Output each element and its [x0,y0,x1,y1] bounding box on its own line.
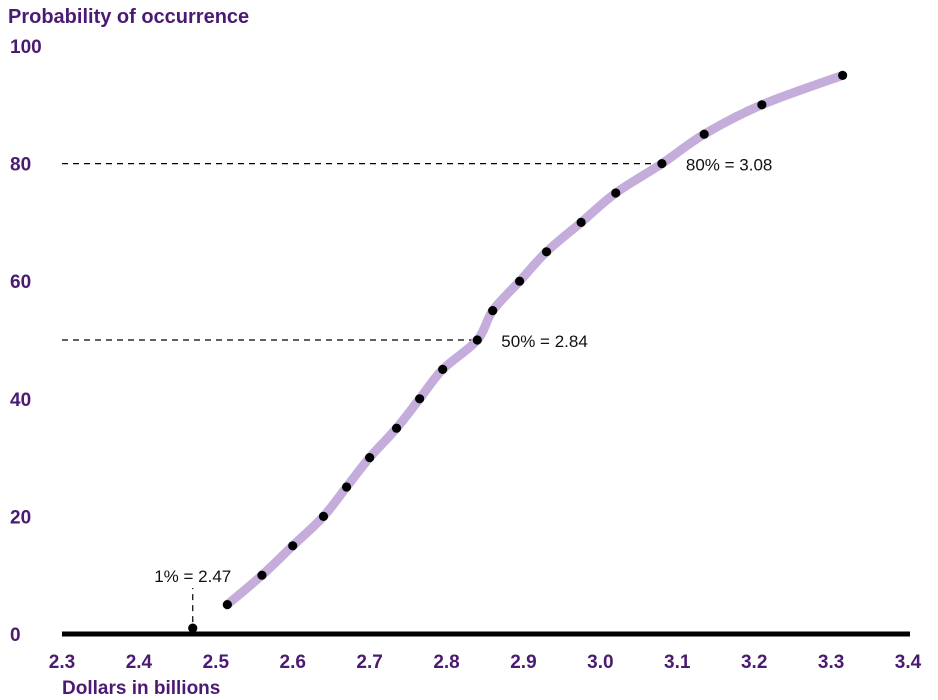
x-tick-labels: 2.3 2.4 2.5 2.6 2.7 2.8 2.9 3.0 3.1 3.2 3.3 3.4 [49,652,922,673]
data-point [472,335,482,345]
x-tick-label: 3.2 [741,652,767,673]
x-tick-label: 3.4 [895,652,922,673]
data-point [365,453,375,463]
annotation-label: 50% = 2.84 [501,332,588,351]
x-tick-label: 2.4 [126,652,153,673]
data-point [318,511,329,521]
y-tick-label: 100 [10,37,42,58]
y-axis-title: Probability of occurrence [8,6,250,28]
x-tick-label: 2.9 [510,652,536,673]
annotation-label: 80% = 3.08 [686,156,773,175]
x-tick-label: 3.1 [664,652,691,673]
x-tick-label: 3.0 [587,652,613,673]
data-point [438,364,448,374]
y-tick-label: 20 [10,507,31,528]
x-tick-label: 2.5 [203,652,230,673]
data-point [488,306,498,316]
y-tick-label: 60 [10,272,31,293]
data-point [391,423,402,433]
data-point [257,570,267,580]
data-point [576,217,586,227]
x-tick-label: 2.3 [49,652,75,673]
guide-lines [62,163,662,623]
annotation-label: 1% = 2.47 [154,567,231,586]
data-point [222,600,232,610]
x-tick-label: 2.8 [433,652,459,673]
x-axis-title: Dollars in billions [62,678,221,699]
y-tick-labels: 0 20 40 60 80 100 [10,37,42,646]
data-points [188,70,848,633]
x-tick-label: 3.3 [818,652,844,673]
data-point [657,159,667,169]
y-tick-label: 40 [10,390,31,411]
data-point [515,276,525,286]
data-point [611,188,621,198]
data-point [188,623,198,633]
x-tick-label: 2.7 [356,652,382,673]
data-point [341,482,352,492]
data-point [415,394,425,404]
data-point [699,129,709,139]
annotations: 1% = 2.47 50% = 2.84 80% = 3.08 [154,156,772,586]
x-tick-label: 2.6 [280,652,306,673]
data-point [288,541,298,551]
y-tick-label: 80 [10,155,31,176]
y-tick-label: 0 [10,625,21,646]
data-point [757,100,767,110]
data-point [838,70,848,80]
data-point [541,247,552,257]
